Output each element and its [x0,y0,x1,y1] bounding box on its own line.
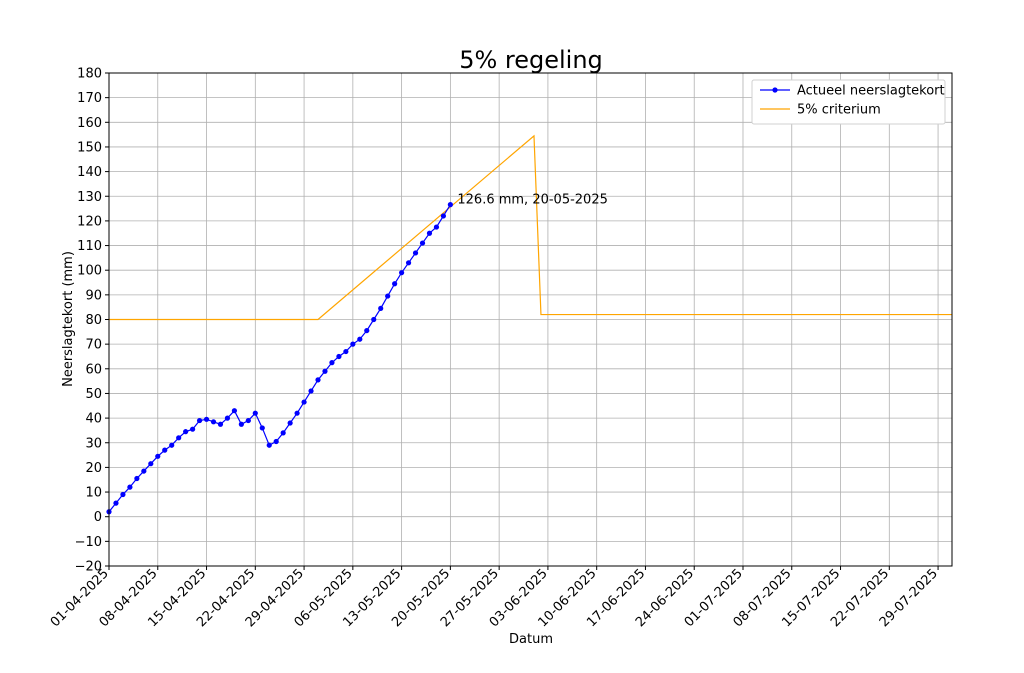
data-point [336,353,342,360]
data-point [224,415,231,421]
y-axis-label: Neerslagtekort (mm) [61,251,76,387]
data-point [155,453,161,459]
data-point [322,368,328,374]
y-tick-label: 170 [77,91,102,106]
y-axis: −20 −10 0 10 20 30 40 50 60 70 80 90 100 110 120 130 140… [75,67,109,575]
data-point [392,281,398,287]
data-point [405,260,412,266]
series-layer [106,134,952,515]
data-point [440,213,447,219]
legend-box [751,79,946,125]
y-tick-label: 60 [85,362,102,377]
data-point [350,341,356,347]
y-tick-label: 160 [77,116,102,131]
chart-title: 5% regeling [459,46,603,74]
x-axis-label: Datum [509,632,553,647]
y-tick-label: 110 [77,239,102,254]
data-point [329,360,335,366]
annotation-label: 126.6 mm, 20-05-2025 [457,193,607,208]
data-point [273,438,279,445]
y-tick-label: 20 [85,461,102,476]
y-tick-label: −10 [75,535,102,550]
data-point [148,461,154,467]
data-point [127,484,133,490]
data-point [357,336,363,342]
y-tick-label: 10 [85,486,102,501]
y-tick-label: 90 [85,288,102,303]
data-point [210,419,217,425]
legend-label-criterium: 5% criterium [797,103,881,118]
data-point [412,250,419,256]
legend: Actueel neerslagtekort 5% criterium [751,79,946,125]
data-point [231,408,238,414]
data-point [120,491,126,498]
data-point [238,421,244,427]
data-point [287,420,293,426]
y-tick-label: 150 [77,140,102,155]
data-point [385,293,391,299]
data-point [301,399,307,405]
data-point [183,429,189,435]
data-point [190,426,196,432]
data-point [266,442,272,448]
data-point [259,425,265,431]
x-axis: 01-04-202508-04-202515-04-202522-04-2025… [48,566,941,630]
y-tick-label: 80 [85,313,102,328]
data-point [203,416,210,422]
data-point [113,500,119,506]
data-point [419,240,426,246]
data-point [162,447,168,453]
data-point [294,410,300,416]
data-point [364,327,370,334]
y-tick-label: 0 [94,510,102,525]
data-point [447,202,453,208]
series-line-criterium [109,134,952,321]
y-tick-label: 40 [85,412,102,427]
data-point [141,468,147,474]
data-point [308,388,314,394]
data-point [378,305,384,312]
y-tick-label: 70 [85,338,102,353]
y-tick-label: 100 [77,264,102,279]
legend-label-actual: Actueel neerslagtekort [797,84,945,99]
y-tick-label: 140 [77,165,102,180]
y-tick-label: 30 [85,436,102,451]
data-point [315,377,321,383]
data-point [252,410,258,416]
data-point [169,442,175,448]
data-point [196,417,203,424]
y-tick-label: −20 [75,560,102,575]
data-point [426,230,433,236]
data-point [280,430,286,436]
data-point [176,435,182,441]
y-tick-label: 130 [77,190,102,205]
data-point [343,348,349,355]
data-point [217,421,224,427]
y-tick-label: 180 [77,67,102,82]
data-point [399,270,405,276]
data-point [134,475,140,482]
data-point [433,224,440,230]
y-tick-label: 120 [77,214,102,229]
data-point [245,417,251,424]
data-point [371,316,377,323]
grid-lines [108,72,952,567]
y-tick-label: 50 [85,387,102,402]
legend-marker-actual [772,87,778,93]
